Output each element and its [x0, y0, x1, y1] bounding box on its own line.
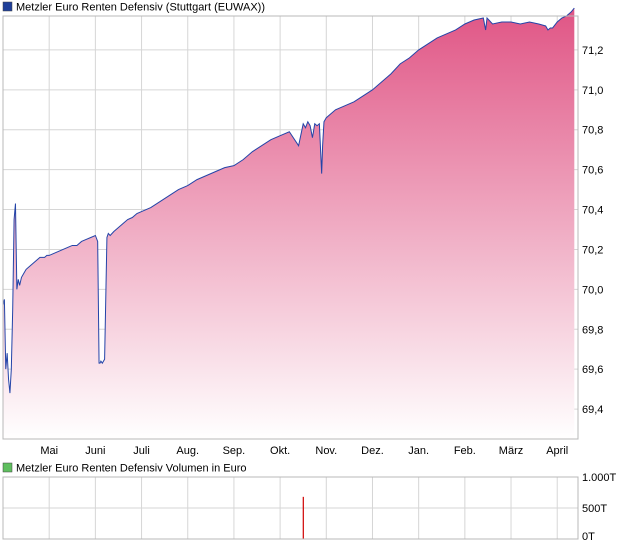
price-x-tick-label: März	[499, 445, 523, 457]
price-legend-swatch	[2, 1, 13, 12]
price-plot-frame	[2, 15, 579, 440]
price-x-tick-label: April	[546, 445, 568, 457]
volume-y-tick-label: 500T	[582, 503, 607, 515]
price-y-tick-label: 70,8	[582, 125, 603, 137]
price-y-tick-label: 70,2	[582, 244, 603, 256]
volume-plot-frame	[2, 476, 579, 540]
price-x-tick-label: Juli	[133, 445, 150, 457]
volume-y-axis: 0T 500T 1.000T	[582, 472, 617, 543]
price-x-axis: Mai Juni Juli Aug. Sep. Okt. Nov. Dez. Jan. Feb. M…	[40, 445, 568, 457]
price-y-tick-label: 69,4	[582, 404, 603, 416]
price-x-tick-label: Mai	[40, 445, 58, 457]
price-x-tick-label: Nov.	[315, 445, 337, 457]
price-legend-label: Metzler Euro Renten Defensiv (Stuttgart …	[16, 2, 265, 14]
price-y-tick-label: 71,0	[582, 85, 603, 97]
price-y-tick-label: 70,6	[582, 165, 603, 177]
volume-bars	[302, 496, 304, 539]
volume-legend-swatch	[2, 462, 13, 473]
price-x-tick-label: Juni	[85, 445, 105, 457]
price-x-tick-label: Jan.	[408, 445, 429, 457]
price-x-tick-label: Okt.	[270, 445, 290, 457]
price-x-tick-label: Feb.	[454, 445, 476, 457]
price-y-tick-label: 69,6	[582, 364, 603, 376]
price-x-tick-label: Aug.	[176, 445, 199, 457]
volume-y-tick-label: 0T	[582, 531, 595, 543]
price-chart: Metzler Euro Renten Defensiv (Stuttgart …	[2, 1, 603, 457]
volume-grid	[3, 476, 578, 540]
price-y-tick-label: 70,4	[582, 205, 603, 217]
price-y-tick-label: 71,2	[582, 45, 603, 57]
price-y-tick-label: 69,8	[582, 324, 603, 336]
price-y-tick-label: 70,0	[582, 284, 603, 296]
volume-legend-label: Metzler Euro Renten Defensiv Volumen in …	[16, 463, 247, 475]
volume-chart: Metzler Euro Renten Defensiv Volumen in …	[2, 462, 617, 543]
price-line	[2, 7, 575, 394]
price-y-axis: 69,4 69,6 69,8 70,0 70,2 70,4 70,6 70,8 71,0 71,2	[582, 45, 603, 416]
price-area-fill	[3, 8, 575, 440]
price-x-tick-label: Dez.	[361, 445, 384, 457]
volume-bar	[302, 496, 304, 539]
price-x-tick-label: Sep.	[223, 445, 246, 457]
volume-y-tick-label: 1.000T	[582, 472, 617, 484]
